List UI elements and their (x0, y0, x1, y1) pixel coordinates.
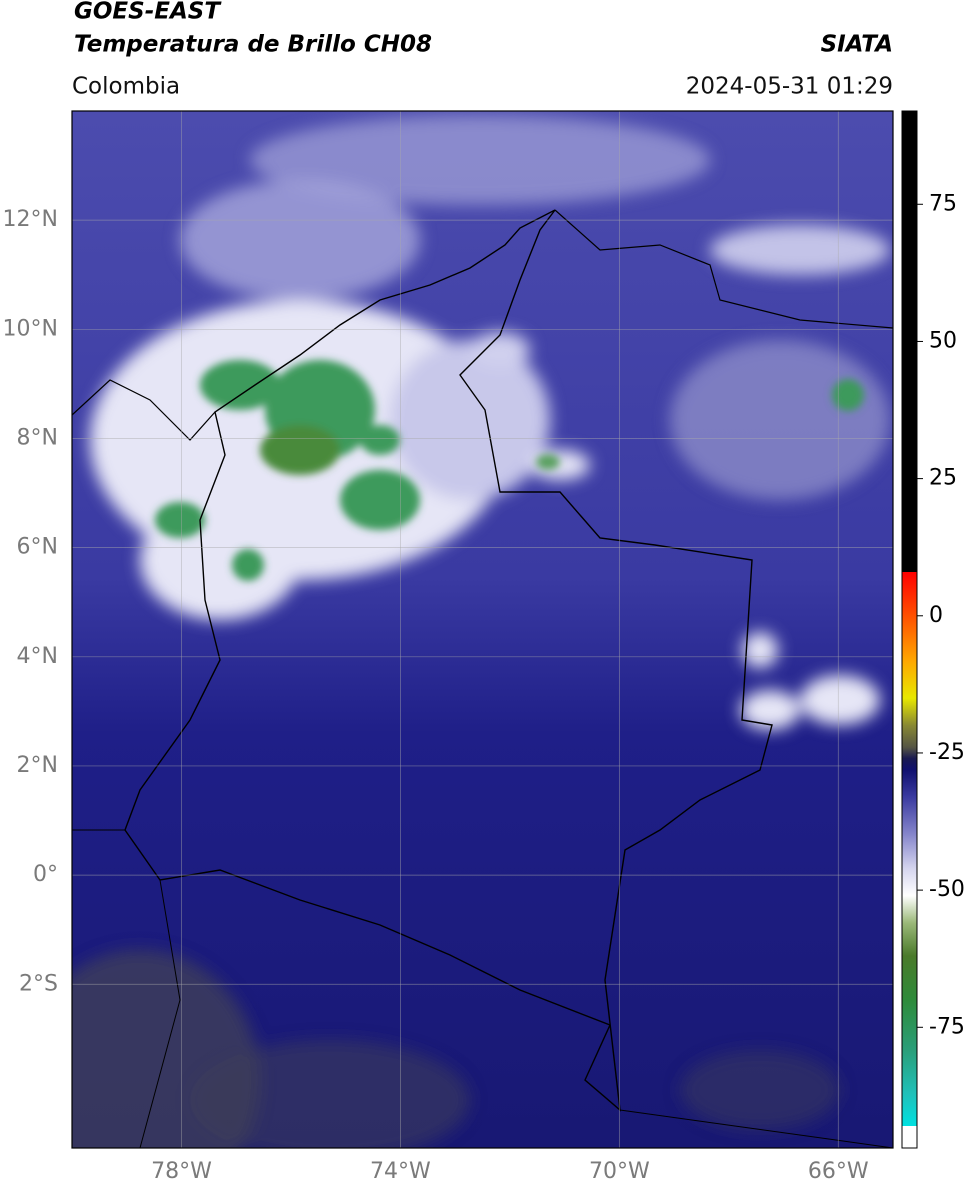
colorbar-tick-label: -25 (929, 740, 965, 765)
country-border (124, 209, 773, 1112)
y-tick-label: 4°N (17, 644, 58, 669)
colorbar (901, 110, 918, 1149)
title: GOES-EAST (74, 0, 222, 25)
y-tick-label: 2°S (19, 971, 58, 996)
colorbar-tick-label: 75 (929, 191, 957, 216)
y-tick-label: 0° (33, 862, 58, 887)
timestamp: 2024-05-31 01:29 (686, 74, 893, 100)
y-tick-label: 12°N (3, 207, 58, 232)
source: SIATA (821, 32, 893, 58)
border (72, 829, 893, 1148)
region: Colombia (72, 74, 180, 100)
coastline (554, 209, 893, 329)
satellite-image (72, 111, 893, 1148)
y-tick-label: 10°N (3, 316, 58, 341)
x-tick-label: 70°W (589, 1159, 650, 1184)
convection (155, 360, 864, 581)
colorbar-tick-label: -75 (929, 1014, 965, 1039)
y-tick-label: 6°N (17, 535, 58, 560)
colorbar-tick-label: 50 (929, 328, 957, 353)
y-tick-label: 8°N (17, 425, 58, 450)
grid (72, 111, 893, 1148)
x-tick-label: 74°W (370, 1159, 431, 1184)
y-tick-label: 2°N (17, 753, 58, 778)
colorbar-tick-label: 0 (929, 603, 943, 628)
map-frame (71, 110, 894, 1149)
coastline (72, 379, 216, 441)
subtitle: Temperatura de Brillo CH08 (74, 32, 432, 58)
x-tick-label: 78°W (151, 1159, 212, 1184)
colorbar-tick-label: -50 (929, 877, 965, 902)
x-tick-label: 66°W (808, 1159, 869, 1184)
colorbar-tick-label: 25 (929, 466, 957, 491)
